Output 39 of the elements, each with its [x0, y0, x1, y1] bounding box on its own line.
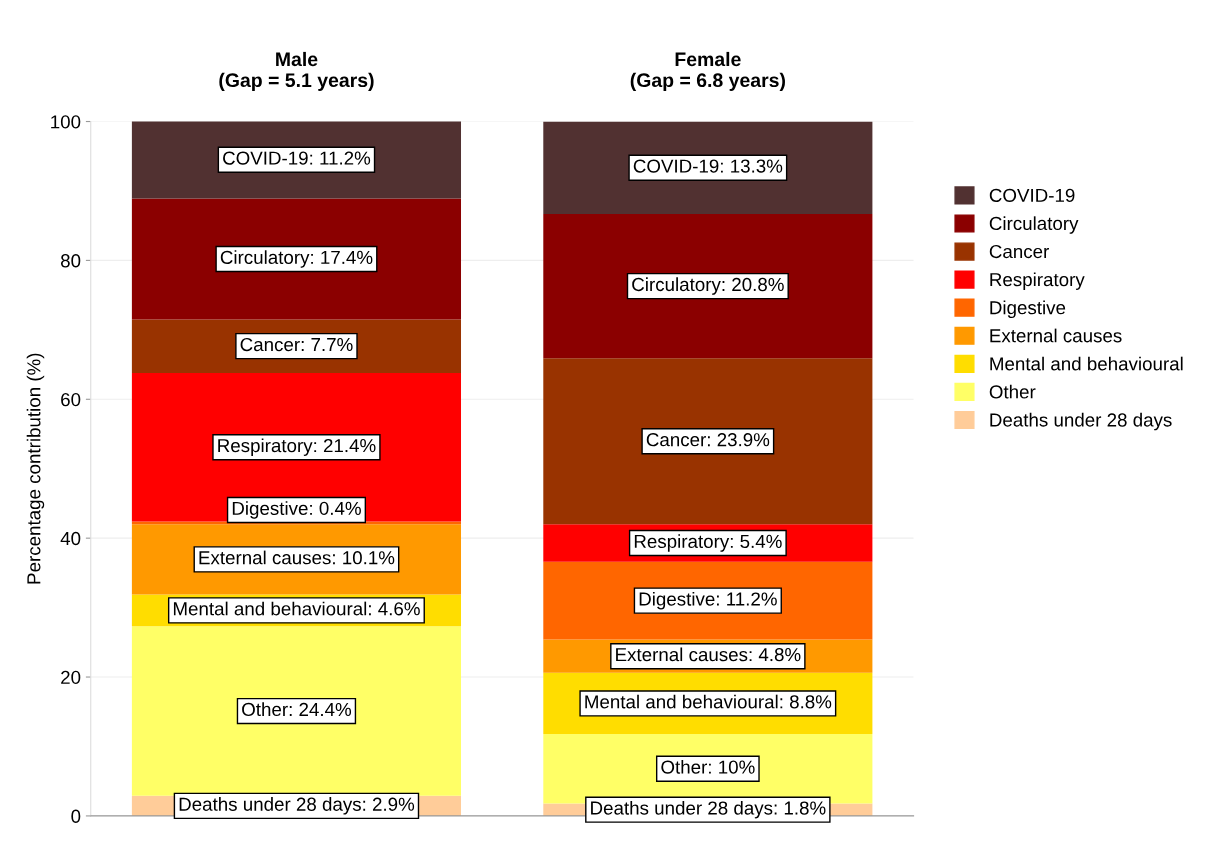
data-label: Cancer: 23.9% — [646, 433, 770, 447]
legend-label: COVID-19 — [989, 188, 1075, 202]
data-label: External causes: 10.1% — [199, 550, 395, 565]
legend-label: Other — [989, 384, 1036, 399]
legend-label: Digestive — [990, 300, 1066, 319]
data-label: Other: 10% — [661, 759, 755, 774]
legend-label: Respiratory — [990, 272, 1085, 290]
data-label: COVID-19: 11.2% — [223, 151, 371, 165]
data-label: Circulatory: 17.4% — [220, 250, 373, 268]
data-label: Respiratory: 5.4% — [634, 534, 782, 552]
data-label: Circulatory: 20.8% — [632, 277, 784, 295]
legend-label: External causes — [990, 328, 1122, 343]
data-label: Cancer: 7.7% — [240, 337, 353, 352]
legend-label: Mental and behavioural — [990, 356, 1183, 371]
data-label: Mental and behavioural: 4.6% — [173, 601, 420, 616]
y-axis-title: Percentage contribution (%) — [26, 353, 45, 584]
data-label: Digestive: 11.2% — [639, 591, 777, 610]
y-tick-label: 0 — [71, 809, 81, 823]
bar — [543, 213, 873, 359]
legend-label: Circulatory — [989, 216, 1079, 234]
bar — [131, 198, 462, 320]
y-tick-label: 100 — [51, 115, 81, 129]
legend-label: Deaths under 28 days — [990, 412, 1172, 431]
data-label: Other: 24.4% — [242, 702, 352, 717]
y-tick-label: 20 — [61, 670, 81, 685]
data-label: COVID-19: 13.3% — [633, 159, 783, 173]
data-label: Deaths under 28 days: 1.8% — [591, 800, 826, 819]
y-tick-label: 60 — [61, 392, 81, 407]
y-tick-label: 80 — [60, 254, 81, 268]
data-label: Respiratory: 21.4% — [218, 438, 376, 456]
data-label: Mental and behavioural: 8.8% — [585, 694, 832, 709]
x-tick-label: Female (Gap = 6.8 years) — [630, 51, 785, 91]
data-label: Deaths under 28 days: 2.9% — [179, 797, 415, 815]
bar — [543, 358, 873, 525]
data-label: External causes: 4.8% — [616, 647, 801, 662]
data-label: Digestive: 0.4% — [232, 501, 361, 519]
x-tick-label: Male (Gap = 5.1 years) — [219, 51, 374, 91]
legend-label: Cancer — [989, 244, 1049, 259]
y-tick-label: 40 — [60, 531, 81, 546]
